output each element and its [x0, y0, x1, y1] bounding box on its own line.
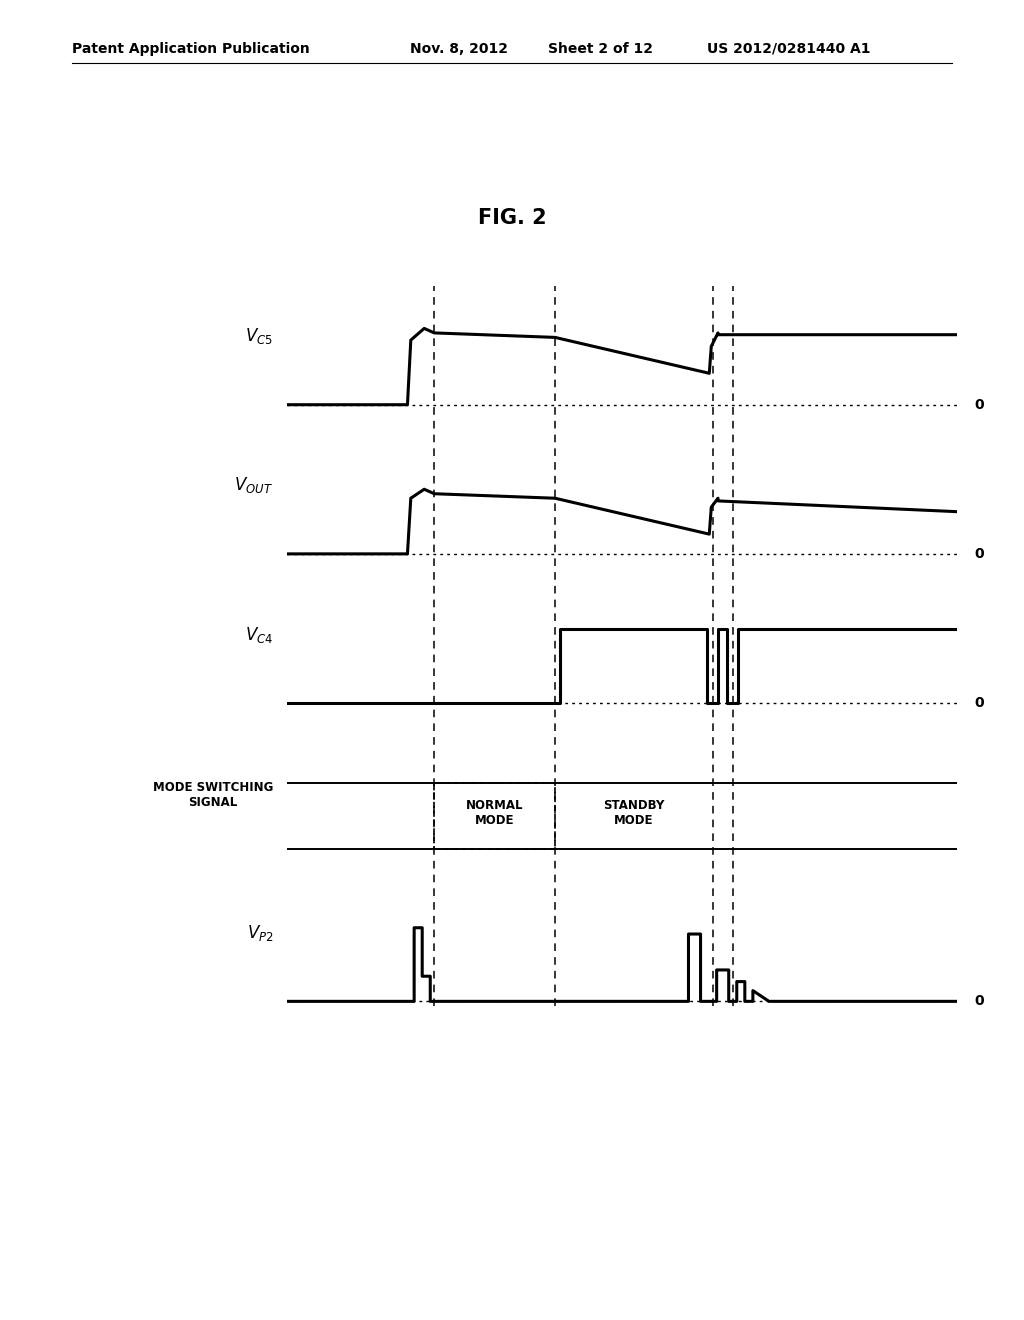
Text: US 2012/0281440 A1: US 2012/0281440 A1	[707, 42, 870, 55]
Text: FIG. 2: FIG. 2	[477, 207, 547, 228]
Text: 0: 0	[974, 546, 984, 561]
Text: 0: 0	[974, 397, 984, 412]
Bar	[434, 783, 555, 849]
Text: $V_{C5}$: $V_{C5}$	[246, 326, 273, 346]
Text: MODE SWITCHING
SIGNAL: MODE SWITCHING SIGNAL	[153, 781, 273, 809]
Text: NORMAL
MODE: NORMAL MODE	[466, 799, 523, 826]
Text: Sheet 2 of 12: Sheet 2 of 12	[548, 42, 653, 55]
Text: $V_{C4}$: $V_{C4}$	[245, 624, 273, 644]
Text: $V_{P2}$: $V_{P2}$	[247, 923, 273, 942]
Text: Patent Application Publication: Patent Application Publication	[72, 42, 309, 55]
Text: 0: 0	[974, 994, 984, 1008]
Text: STANDBY
MODE: STANDBY MODE	[603, 799, 665, 826]
Text: Nov. 8, 2012: Nov. 8, 2012	[410, 42, 508, 55]
Text: $V_{OUT}$: $V_{OUT}$	[234, 475, 273, 495]
Text: 0: 0	[974, 696, 984, 710]
